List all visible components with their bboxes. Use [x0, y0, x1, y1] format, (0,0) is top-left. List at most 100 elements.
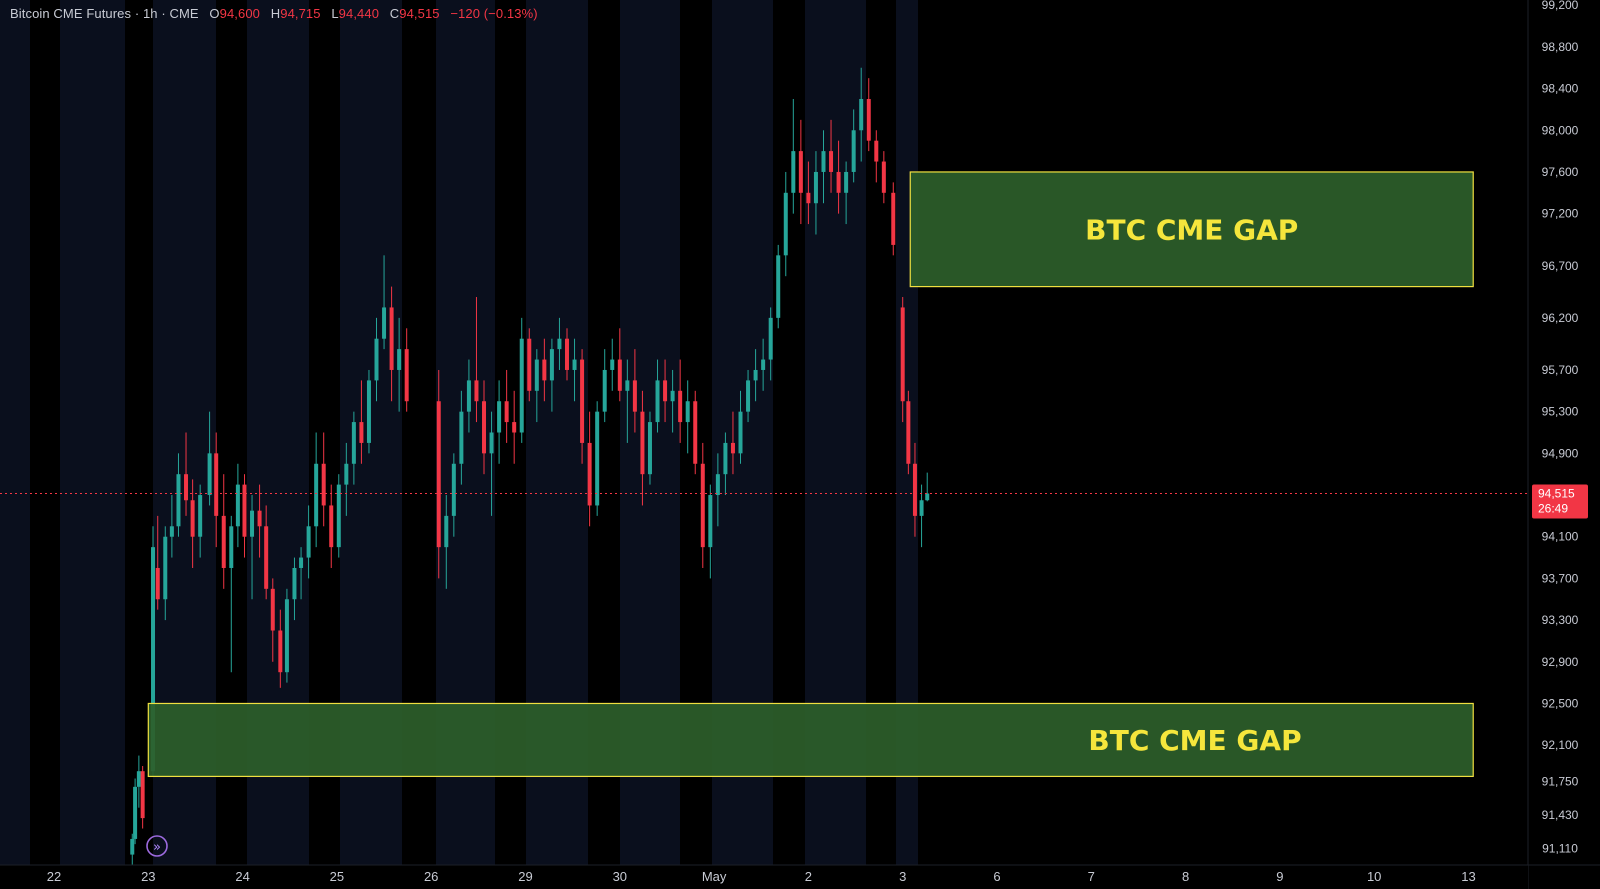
time-tick-label: 26	[424, 869, 438, 884]
candles	[130, 67, 930, 871]
candle-body	[783, 192, 788, 256]
candle-body	[374, 338, 379, 381]
replay-marker[interactable]: »	[146, 835, 168, 857]
price-tick-label: 96,200	[1542, 311, 1579, 325]
candle	[382, 255, 387, 350]
last-price-badge: 94,515 26:49	[1532, 484, 1588, 519]
candle-body	[359, 422, 364, 443]
candle	[891, 182, 896, 256]
candle	[678, 359, 683, 443]
candle	[632, 349, 637, 433]
candle-body	[821, 151, 826, 172]
price-tick-label: 98,400	[1542, 82, 1579, 96]
candle-body	[572, 359, 577, 370]
candle	[663, 359, 668, 423]
candle-body	[278, 630, 283, 673]
price-tick-label: 91,110	[1542, 841, 1578, 855]
candle-body	[444, 515, 449, 548]
cme-gap-boxes: BTC CME GAP BTC CME GAP	[147, 171, 1474, 778]
candle	[874, 130, 879, 183]
candle-body	[723, 442, 728, 475]
candle	[700, 442, 705, 568]
candle	[229, 515, 234, 673]
candle	[489, 411, 494, 516]
candle-body	[250, 510, 255, 537]
candle	[783, 171, 788, 277]
candle	[595, 401, 600, 516]
candle	[557, 317, 562, 370]
candle	[497, 380, 502, 464]
candle	[344, 442, 349, 516]
candle-body	[776, 255, 781, 318]
replay-circle-icon[interactable]	[146, 835, 168, 857]
candle	[925, 472, 930, 502]
price-tick-label: 95,700	[1542, 363, 1579, 377]
candle-body	[214, 453, 219, 516]
candle	[176, 453, 181, 537]
price-tick-label: 98,800	[1542, 40, 1579, 54]
time-tick-label: 2	[805, 869, 812, 884]
candle	[190, 479, 195, 568]
candle-body	[900, 307, 905, 402]
candle-body	[474, 380, 479, 402]
time-tick-label: 8	[1182, 869, 1189, 884]
time-tick-label: 24	[235, 869, 249, 884]
cme-gap-box-upper[interactable]: BTC CME GAP	[909, 171, 1474, 288]
candle-body	[336, 484, 341, 548]
candle-body	[580, 359, 585, 443]
low-value: 94,440	[338, 6, 380, 21]
candle	[235, 463, 240, 548]
candle	[549, 338, 554, 412]
price-axis[interactable]: 99,200 98,800 98,400 98,000 97,600 97,200 96,7…	[1542, 0, 1579, 855]
candle	[284, 588, 289, 683]
interval-label[interactable]: 1h	[142, 6, 158, 21]
high-value: 94,715	[280, 6, 321, 21]
time-axis[interactable]: 22 23 24 25 26 29 30 May 2 3 6 7 8 9 10 13	[47, 869, 1476, 884]
candle-body	[436, 401, 441, 548]
price-tick-label: 97,200	[1542, 207, 1579, 221]
candle	[580, 349, 585, 464]
symbol-name[interactable]: Bitcoin CME Futures	[10, 6, 132, 21]
candle-body	[136, 771, 141, 787]
candle	[314, 432, 319, 548]
candle-body	[906, 401, 911, 464]
candle	[670, 369, 675, 433]
candle-body	[130, 838, 135, 855]
candle	[292, 557, 297, 621]
candle-body	[292, 567, 297, 600]
candle-body	[738, 411, 743, 454]
candle-body	[859, 99, 864, 131]
candle	[512, 390, 517, 464]
candle	[844, 161, 849, 225]
symbol-legend[interactable]: Bitcoin CME Futures · 1h · CME O94,600 H…	[10, 6, 538, 21]
candle	[625, 359, 630, 443]
candle	[829, 119, 834, 193]
price-tick-label: 94,900	[1542, 446, 1579, 460]
cme-gap-rect-upper[interactable]	[909, 171, 1474, 288]
time-tick-label: 7	[1088, 869, 1095, 884]
candle	[708, 484, 713, 579]
candle	[404, 328, 409, 412]
cme-gap-rect-lower[interactable]	[147, 702, 1474, 778]
candle-body	[176, 474, 181, 527]
time-tick-label: 29	[518, 869, 532, 884]
candle-body	[746, 380, 751, 412]
candle-body	[351, 422, 356, 464]
price-tick-label: 93,300	[1542, 613, 1579, 627]
candle	[264, 505, 269, 600]
candle-body	[404, 349, 409, 402]
candle	[270, 578, 275, 662]
price-tick-label: 97,600	[1542, 165, 1579, 179]
candle-body	[844, 171, 849, 193]
candle	[519, 317, 524, 443]
time-tick-label: May	[702, 869, 727, 884]
cme-gap-box-lower[interactable]: BTC CME GAP	[147, 702, 1474, 778]
candle	[336, 474, 341, 558]
candle	[436, 369, 441, 579]
candle	[359, 380, 364, 464]
candle-body	[919, 500, 924, 516]
candle	[617, 328, 622, 402]
candle	[278, 609, 283, 688]
time-tick-label: 25	[330, 869, 344, 884]
